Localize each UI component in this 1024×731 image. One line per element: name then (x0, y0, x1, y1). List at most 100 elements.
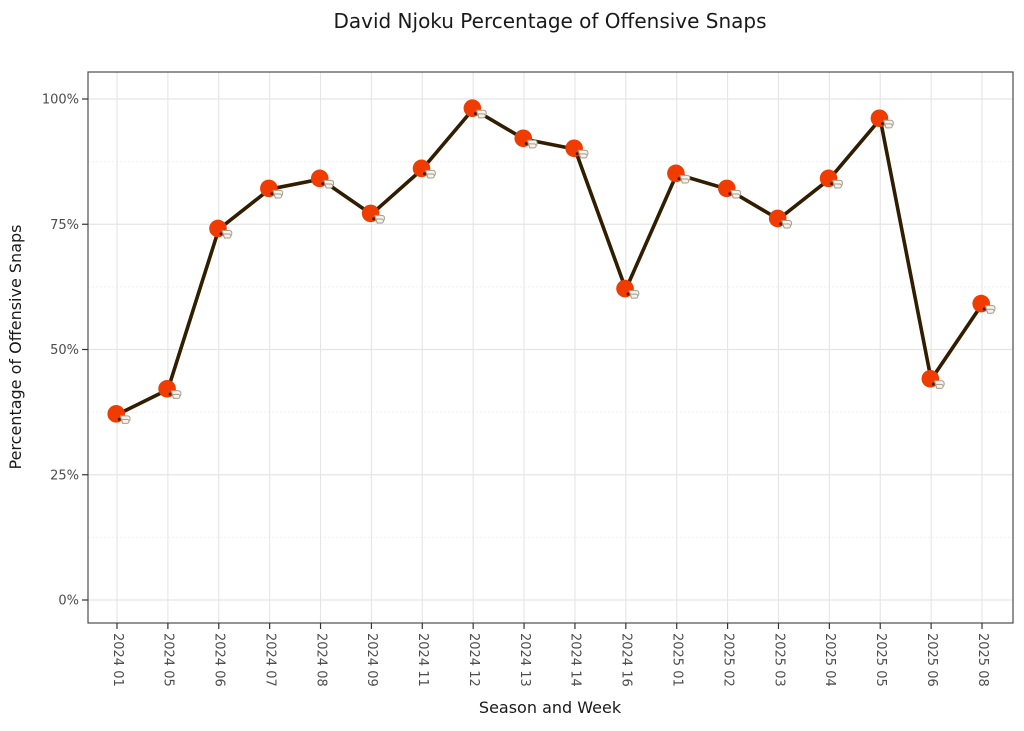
helmet-facemask (577, 149, 589, 159)
facemask-bar-bottom (629, 293, 639, 299)
x-tick-label: 2025 02 (720, 633, 735, 687)
helmet-earhole (728, 192, 732, 196)
data-point-browns-helmet-icon (412, 159, 436, 179)
helmet-earhole (270, 192, 274, 196)
helmet-earhole (982, 307, 986, 311)
data-point-browns-helmet-icon (870, 109, 894, 129)
x-tick-label: 2024 07 (262, 633, 277, 687)
helmet-earhole (880, 122, 884, 126)
helmet-earhole (168, 392, 172, 396)
x-tick-label: 2024 12 (466, 633, 481, 687)
helmet-earhole (830, 182, 834, 186)
data-point-browns-helmet-icon (361, 204, 385, 224)
helmet-facemask (221, 229, 233, 239)
helmet-facemask (781, 219, 792, 229)
x-tick-label: 2024 09 (364, 633, 379, 687)
x-tick-label: 2025 08 (975, 633, 990, 687)
facemask-bar-bottom (833, 183, 842, 189)
y-tick-label: 25% (50, 468, 79, 483)
helmet-facemask (170, 390, 182, 399)
helmet-earhole (117, 417, 121, 421)
data-point-browns-helmet-icon (514, 129, 538, 149)
x-tick-label: 2025 04 (822, 633, 837, 687)
helmet-facemask (374, 214, 385, 224)
helmet-earhole (219, 232, 223, 236)
helmet-earhole (321, 182, 325, 186)
chart-title: David Njoku Percentage of Offensive Snap… (333, 9, 766, 33)
helmet-earhole (473, 112, 477, 116)
data-point-browns-helmet-icon (768, 209, 792, 229)
helmet-earhole (677, 177, 681, 181)
y-tick-label: 75% (50, 218, 79, 233)
helmet-earhole (931, 382, 935, 386)
facemask-bar-bottom (273, 193, 283, 199)
x-axis-title: Season and Week (479, 698, 622, 717)
gridlines-layer (88, 72, 1013, 623)
x-tick-label: 2025 06 (924, 633, 939, 687)
helmet-facemask (679, 174, 691, 184)
x-tick-label: 2024 13 (517, 633, 532, 687)
x-tick-label: 2024 08 (313, 633, 328, 687)
y-axis-title: Percentage of Offensive Snaps (6, 225, 25, 470)
axes-layer: 0% 25% 50% 75% 100% 2024 01 2024 05 2024 06 2024… (42, 71, 1014, 687)
data-point-browns-helmet-icon (667, 164, 691, 184)
facemask-bar-bottom (426, 173, 435, 179)
x-tick-label: 2025 01 (670, 633, 685, 687)
data-point-browns-helmet-icon (209, 219, 233, 239)
helmet-earhole (422, 172, 426, 176)
snap-percentage-line (115, 107, 984, 417)
helmet-facemask (883, 119, 894, 129)
y-tick-label: 50% (50, 343, 79, 358)
helmet-facemask (832, 179, 843, 189)
data-point-browns-helmet-icon (972, 294, 996, 314)
facemask-bar-bottom (731, 193, 741, 199)
x-tick-label: 2024 06 (212, 633, 227, 687)
y-tick-label: 100% (42, 93, 79, 108)
x-tick-label: 2024 05 (161, 633, 176, 687)
facemask-bar-bottom (985, 308, 995, 314)
data-point-browns-helmet-icon (616, 279, 640, 299)
data-point-browns-helmet-icon (310, 169, 335, 189)
x-tick-label: 2024 14 (568, 633, 583, 687)
data-point-browns-helmet-icon (921, 369, 945, 389)
facemask-bar-bottom (324, 183, 334, 189)
x-tick-label: 2024 01 (110, 633, 125, 687)
x-tick-label: 2025 05 (873, 633, 888, 687)
x-tick-label: 2025 03 (771, 633, 786, 687)
x-tick-label: 2024 11 (415, 633, 430, 687)
helmet-facemask (984, 305, 996, 314)
facemask-bar-bottom (375, 218, 384, 224)
helmet-facemask (119, 415, 131, 424)
facemask-bar-bottom (222, 233, 232, 239)
series-layer (107, 99, 996, 424)
helmet-facemask (272, 189, 284, 199)
helmet-earhole (626, 292, 630, 296)
facemask-bar-bottom (171, 393, 181, 399)
helmet-earhole (575, 152, 579, 156)
data-point-browns-helmet-icon (260, 179, 284, 199)
facemask-bar-bottom (578, 153, 588, 159)
helmet-facemask (730, 189, 742, 199)
facemask-bar-bottom (782, 223, 791, 229)
data-point-browns-helmet-icon (565, 139, 589, 159)
data-point-browns-helmet-icon (717, 179, 742, 199)
helmet-facemask (628, 290, 640, 299)
data-point-browns-helmet-icon (107, 405, 131, 424)
facemask-bar-bottom (477, 113, 486, 119)
facemask-bar-bottom (527, 143, 537, 149)
helmet-facemask (526, 139, 538, 149)
data-point-browns-helmet-icon (819, 169, 843, 189)
facemask-bar-bottom (120, 418, 130, 424)
helmet-facemask (323, 179, 335, 189)
x-tick-label: 2024 16 (619, 633, 634, 687)
panel-border (87, 71, 1014, 624)
facemask-bar-bottom (884, 123, 893, 129)
y-tick-label: 0% (58, 594, 79, 609)
helmet-facemask (476, 109, 487, 119)
data-point-browns-helmet-icon (463, 99, 487, 119)
helmet-earhole (779, 222, 783, 226)
facemask-bar-bottom (680, 178, 690, 184)
helmet-facemask (933, 380, 945, 389)
